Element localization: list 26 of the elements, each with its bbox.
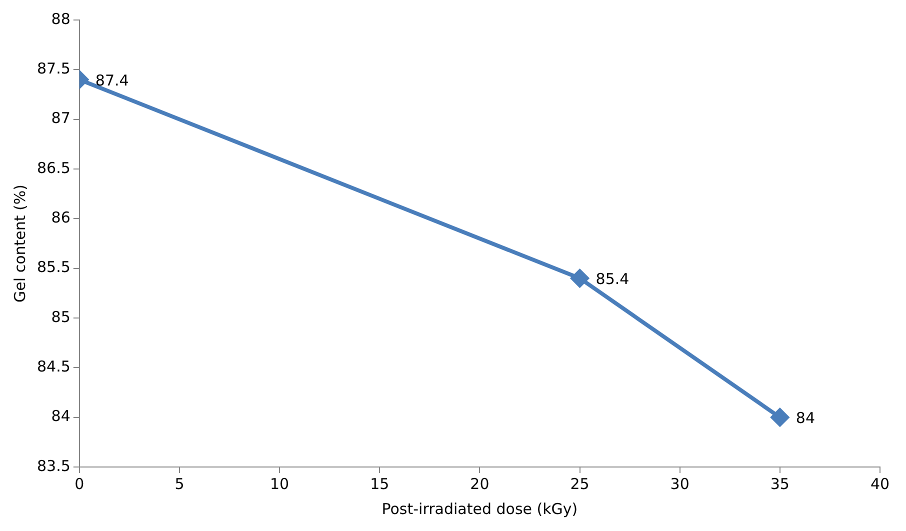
- x-tick-label: 0: [74, 474, 84, 493]
- y-tick-label: 84.5: [36, 358, 70, 376]
- data-label: 85.4: [596, 270, 630, 288]
- x-tick-label: 40: [870, 474, 890, 493]
- x-tick-label: 30: [670, 474, 690, 493]
- x-axis-title: Post-irradiated dose (kGy): [382, 500, 578, 518]
- data-label: 84: [796, 409, 816, 428]
- y-axis-title: Gel content (%): [10, 184, 29, 302]
- data-label: 87.4: [95, 71, 129, 90]
- y-tick-label: 87: [51, 109, 70, 128]
- y-tick-label: 87.5: [36, 60, 70, 78]
- y-tick-label: 85.5: [36, 258, 70, 276]
- x-tick-label: 35: [770, 474, 790, 493]
- x-tick-label: 10: [270, 474, 290, 493]
- y-tick-label: 85: [51, 308, 70, 326]
- y-tick-label: 88: [51, 10, 70, 28]
- y-tick-label: 83.5: [36, 456, 70, 475]
- point: [570, 269, 589, 288]
- x-tick-label: 15: [370, 474, 390, 493]
- y-tick-label: 86.5: [36, 158, 70, 177]
- point: [770, 408, 789, 426]
- x-tick-label: 25: [570, 474, 590, 493]
- y-tick-label: 84: [51, 407, 70, 426]
- x-tick-label: 5: [174, 474, 184, 493]
- y-tick-label: 86: [51, 208, 70, 227]
- x-tick-label: 20: [470, 474, 490, 493]
